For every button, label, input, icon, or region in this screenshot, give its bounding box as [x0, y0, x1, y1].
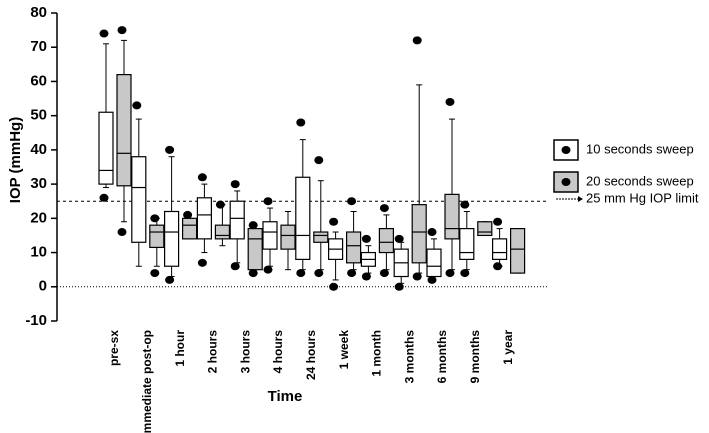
box	[378, 228, 394, 254]
y-tick-label: 60	[30, 72, 47, 89]
box	[492, 238, 508, 261]
outlier	[99, 29, 109, 38]
x-tick-label: immediate post-op	[140, 330, 154, 433]
x-tick-label: 1 month	[370, 330, 384, 377]
box	[313, 231, 329, 243]
outlier	[165, 145, 175, 154]
outlier	[427, 228, 437, 237]
box	[510, 228, 526, 274]
y-tick-label: 0	[39, 278, 47, 295]
box	[262, 221, 278, 250]
outlier	[197, 258, 207, 267]
outlier	[412, 36, 422, 45]
box	[182, 217, 198, 240]
legend-dot	[561, 178, 571, 186]
outlier	[412, 272, 422, 281]
outlier	[329, 217, 339, 226]
outlier	[379, 269, 389, 278]
x-tick-label: 1 week	[337, 330, 351, 370]
outlier	[394, 234, 404, 243]
outlier	[183, 210, 193, 219]
legend-arrowhead	[578, 196, 583, 202]
outlier	[263, 265, 273, 274]
y-tick-label: 20	[30, 209, 47, 226]
outlier	[460, 269, 470, 278]
box	[444, 193, 460, 240]
box	[426, 248, 442, 278]
outlier	[361, 234, 371, 243]
x-tick-label: 3 months	[402, 330, 416, 384]
legend-label: 10 seconds sweep	[586, 141, 694, 156]
legend-label: 20 seconds sweep	[586, 173, 694, 188]
x-tick-label: 9 months	[468, 330, 482, 384]
box	[295, 176, 311, 260]
outlier	[263, 197, 273, 206]
x-tick-label: 2 hours	[206, 330, 220, 374]
y-tick-label: 50	[30, 107, 47, 124]
outlier	[150, 214, 160, 223]
x-tick-label: 24 hours	[304, 330, 318, 380]
y-tick-label: -10	[25, 312, 47, 329]
outlier	[460, 200, 470, 209]
box	[149, 224, 165, 249]
outlier	[99, 193, 109, 202]
outlier	[329, 282, 339, 291]
box	[346, 231, 362, 264]
outlier	[427, 275, 437, 284]
y-tick-label: 40	[30, 141, 47, 158]
outlier	[248, 269, 258, 278]
outlier	[296, 269, 306, 278]
outlier	[230, 262, 240, 271]
outlier	[197, 173, 207, 182]
box	[477, 221, 493, 237]
outlier	[117, 228, 127, 237]
box	[247, 228, 263, 271]
x-tick-label: pre-sx	[107, 330, 121, 366]
outlier	[248, 221, 258, 230]
outlier	[150, 269, 160, 278]
y-tick-label: 30	[30, 175, 47, 192]
x-axis-label: Time	[268, 388, 303, 405]
outlier	[347, 197, 357, 206]
outlier	[493, 262, 503, 271]
outlier	[132, 101, 142, 110]
outlier	[445, 269, 455, 278]
box	[280, 224, 296, 250]
outlier	[493, 217, 503, 226]
outlier	[296, 118, 306, 127]
y-tick-label: 70	[30, 38, 47, 55]
box	[411, 204, 427, 264]
outlier	[117, 26, 127, 35]
outlier	[314, 156, 324, 165]
box	[131, 156, 147, 243]
y-tick-label: 80	[30, 4, 47, 21]
box	[459, 228, 475, 261]
x-tick-label: 1 year	[501, 330, 515, 365]
outlier	[347, 269, 357, 278]
legend-dot	[561, 146, 571, 154]
x-tick-label: 6 months	[435, 330, 449, 384]
box	[98, 111, 114, 185]
box	[229, 200, 245, 240]
outlier	[361, 272, 371, 281]
outlier	[314, 269, 324, 278]
y-tick-label: 10	[30, 244, 47, 261]
outlier	[165, 275, 175, 284]
x-tick-label: 1 hour	[173, 330, 187, 367]
outlier	[379, 204, 389, 213]
x-tick-label: 4 hours	[271, 330, 285, 374]
y-axis-label: IOP (mmHg)	[7, 117, 24, 203]
box	[196, 197, 212, 240]
outlier	[215, 200, 225, 209]
box	[164, 210, 180, 267]
x-tick-label: 3 hours	[238, 330, 252, 374]
outlier	[445, 97, 455, 106]
legend-label: 25 mm Hg IOP limit	[586, 190, 699, 205]
outlier	[230, 180, 240, 189]
box	[116, 73, 132, 187]
outlier	[394, 282, 404, 291]
box	[214, 224, 230, 240]
